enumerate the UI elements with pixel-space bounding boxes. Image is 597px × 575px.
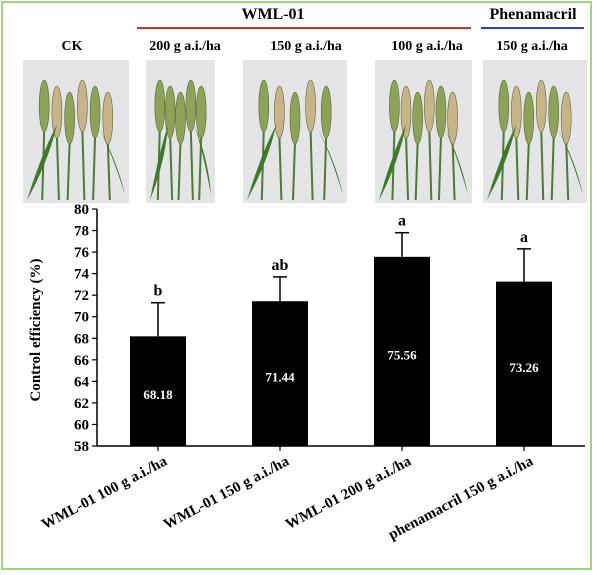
- y-tick-label: 76: [74, 245, 90, 261]
- y-tick-label: 70: [74, 310, 89, 326]
- x-tick-label: WML-01 100 g a.i./ha: [39, 453, 170, 533]
- wheat-head: [39, 80, 49, 132]
- wheat-head: [290, 92, 300, 144]
- bar-value-label: 75.56: [387, 347, 417, 362]
- bar-value-label: 68.18: [143, 387, 173, 402]
- wheat-head: [103, 92, 113, 144]
- group-label-wml: WML-01: [241, 6, 304, 23]
- group-label-phenamacril: Phenamacril: [489, 6, 577, 23]
- y-tick-label: 64: [74, 374, 90, 390]
- y-tick-label: 60: [74, 417, 89, 433]
- wheat-head: [401, 86, 411, 138]
- wheat-photo-ck: [23, 60, 129, 203]
- y-tick-label: 58: [74, 439, 89, 455]
- wheat-head: [321, 86, 331, 138]
- wheat-photo-100: [375, 60, 472, 203]
- wheat-head: [511, 86, 521, 138]
- photo-label-150: 150 g a.i./ha: [270, 39, 342, 54]
- wheat-head: [536, 80, 546, 132]
- significance-letter: ab: [272, 257, 289, 274]
- significance-letter: a: [520, 229, 528, 246]
- significance-letter: b: [154, 283, 163, 300]
- wheat-head: [448, 92, 458, 144]
- wheat-photo-phenamacril: [483, 60, 587, 203]
- wheat-head: [52, 86, 62, 138]
- wheat-head: [196, 86, 206, 138]
- wheat-head: [77, 80, 87, 132]
- wheat-head: [274, 86, 284, 138]
- y-axis-title: Control efficiency (%): [28, 258, 44, 401]
- y-tick-label: 62: [74, 396, 89, 412]
- wheat-head: [561, 92, 571, 144]
- wheat-head: [65, 92, 75, 144]
- wheat-photos: [23, 60, 587, 203]
- y-tick-label: 66: [74, 353, 90, 369]
- photo-label-phenamacril-150: 150 g a.i./ha: [496, 39, 568, 54]
- x-tick-label: WML-01 150 g a.i./ha: [161, 453, 292, 533]
- significance-letter: a: [398, 213, 406, 230]
- wheat-head: [90, 86, 100, 138]
- x-tick-label: WML-01 200 g a.i./ha: [283, 453, 414, 533]
- photo-label-ck: CK: [62, 39, 83, 54]
- bar-value-label: 73.26: [509, 360, 539, 375]
- photo-label-200: 200 g a.i./ha: [149, 39, 221, 54]
- wheat-head: [499, 80, 509, 132]
- photo-label-100: 100 g a.i./ha: [391, 39, 463, 54]
- wheat-head: [259, 80, 269, 132]
- wheat-head: [306, 80, 316, 132]
- y-tick-label: 72: [74, 288, 89, 304]
- wheat-head: [413, 92, 423, 144]
- y-tick-label: 74: [74, 267, 90, 283]
- bar-value-label: 71.44: [265, 370, 295, 385]
- wheat-head: [389, 80, 399, 132]
- wheat-head: [549, 86, 559, 138]
- wheat-head: [524, 92, 534, 144]
- wheat-head: [186, 80, 196, 132]
- wheat-head: [176, 92, 186, 144]
- wheat-head: [436, 86, 446, 138]
- y-tick-label: 68: [74, 331, 89, 347]
- wheat-head: [424, 80, 434, 132]
- y-tick-label: 78: [74, 224, 89, 240]
- y-tick-label: 80: [74, 202, 89, 218]
- wheat-head: [155, 80, 165, 132]
- chart-bars: b 68.18 ab 71.44 a 75.56 a 73.26: [130, 213, 552, 446]
